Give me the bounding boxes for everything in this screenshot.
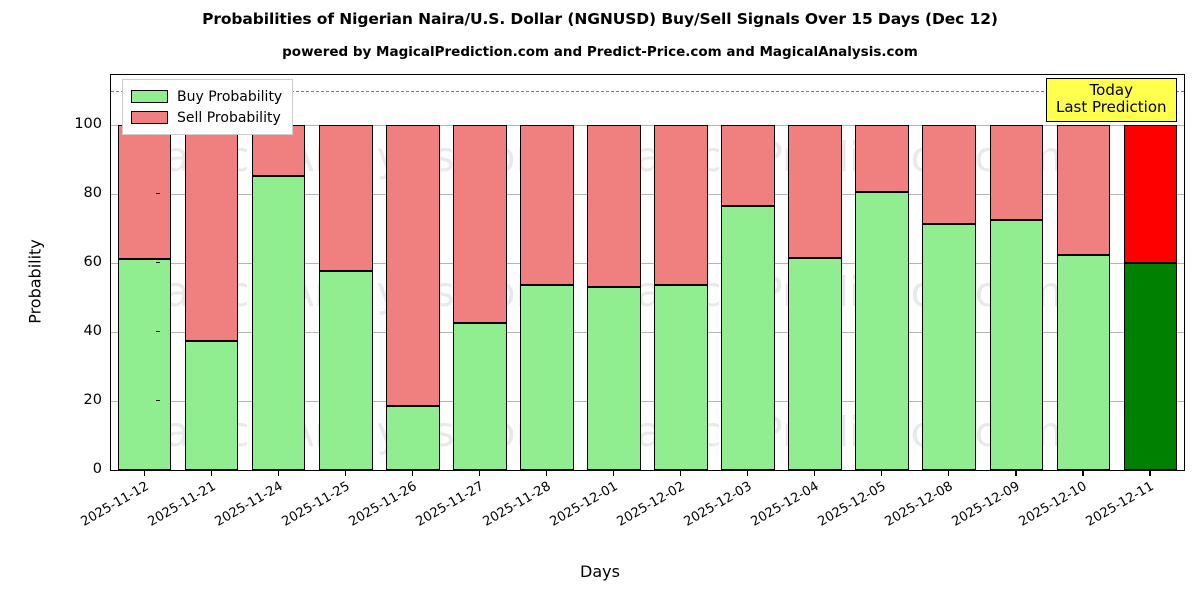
bar[interactable] [520,75,574,470]
bar[interactable] [251,75,306,470]
x-tick-mark [277,471,279,476]
bar-segment-buy[interactable] [453,322,507,470]
bar-segment-sell[interactable] [117,125,172,259]
x-tick-mark [143,471,145,476]
bar-segment-sell[interactable] [318,125,373,271]
x-tick-mark [411,471,413,476]
bar-segment-sell[interactable] [855,125,910,192]
x-axis-label: Days [580,562,620,581]
bar[interactable] [587,75,641,470]
bar-segment-sell[interactable] [989,125,1044,220]
y-tick-label: 0 [92,461,102,477]
bar-segment-buy[interactable] [788,258,842,470]
bar-segment-buy[interactable] [117,258,172,470]
bar-segment-buy[interactable] [721,206,775,470]
y-tick-label: 80 [83,185,102,202]
reference-dashed-line [111,90,1184,92]
bar[interactable] [184,75,239,470]
today-annotation-line1: Today [1089,81,1133,99]
x-tick-mark [210,471,212,476]
bar-segment-sell[interactable] [385,125,440,406]
x-tick-mark [747,471,749,476]
bar-segment-buy[interactable] [989,219,1044,470]
bar-segment-buy[interactable] [855,191,910,470]
bar[interactable] [788,75,842,470]
gridline [111,401,1184,402]
bar-segment-buy[interactable] [922,224,977,470]
gridline [111,263,1184,264]
y-tick-label: 100 [74,116,102,133]
bar-segment-buy[interactable] [1123,263,1178,470]
bar-segment-buy[interactable] [251,176,306,470]
y-tick-mark [156,193,160,195]
bar-segment-sell[interactable] [721,125,775,207]
bar-segment-sell[interactable] [1056,125,1111,256]
y-axis-ticks: 0 20 40 60 80 100 [50,74,160,477]
y-tick-mark [156,400,160,402]
legend-item-sell: Sell Probability [131,107,282,128]
bar-segment-sell[interactable] [453,125,507,323]
bar[interactable] [385,75,440,470]
legend-swatch-sell [131,111,168,124]
y-tick-label: 60 [83,254,102,270]
bar-segment-sell[interactable] [520,125,574,286]
legend-swatch-buy [131,90,168,103]
bar-segment-sell[interactable] [184,125,239,341]
chart-legend: Buy Probability Sell Probability [122,79,294,135]
bar[interactable] [1056,75,1111,470]
bar-segment-sell[interactable] [1123,125,1178,263]
legend-label-buy: Buy Probability [177,88,283,105]
bar-segment-buy[interactable] [654,285,708,470]
bar-segment-buy[interactable] [520,285,574,470]
today-annotation-line2: Last Prediction [1056,98,1167,117]
legend-label-sell: Sell Probability [177,109,281,126]
bar[interactable] [654,75,708,470]
bar[interactable] [989,75,1044,470]
bar[interactable] [721,75,775,470]
x-tick-mark [1015,471,1017,476]
y-tick-label: 40 [83,323,102,339]
bar[interactable] [318,75,373,470]
x-tick-mark [612,471,615,476]
bar[interactable] [453,75,507,470]
y-tick-mark [156,331,160,333]
x-tick-mark [948,471,950,476]
x-tick-mark [344,471,346,476]
chart-title: Probabilities of Nigerian Naira/U.S. Dol… [202,10,998,28]
x-tick-mark [1082,471,1084,476]
bar[interactable] [922,75,977,470]
bar-segment-buy[interactable] [184,340,239,470]
legend-item-buy: Buy Probability [131,86,282,107]
bar-segment-sell[interactable] [654,125,708,286]
bar[interactable] [117,75,172,470]
gridline [111,194,1184,196]
x-tick-mark [1149,471,1151,476]
bar-segment-buy[interactable] [587,286,641,470]
bar-segment-sell[interactable] [788,125,842,259]
bar-today[interactable] [1123,75,1178,470]
y-axis-label: Probability [25,239,45,324]
gridline [111,332,1184,333]
y-tick-label: 20 [83,392,102,408]
bar-segment-sell[interactable] [587,125,641,287]
today-annotation: Today Last Prediction [1046,78,1177,122]
x-tick-mark [814,471,816,476]
bar-segment-buy[interactable] [318,270,373,470]
bar[interactable] [855,75,910,470]
x-tick-mark [478,471,481,476]
x-tick-mark [680,471,682,476]
x-tick-mark [545,471,548,476]
bar-segment-buy[interactable] [1056,255,1111,470]
y-tick-mark [156,262,160,264]
gridline [111,470,1184,471]
chart-subtitle: powered by MagicalPrediction.com and Pre… [282,44,918,60]
bar-segment-buy[interactable] [385,405,440,470]
x-tick-mark [881,471,883,476]
gridline [111,125,1184,127]
bar-segment-sell[interactable] [922,125,977,225]
y-tick-mark [156,469,160,471]
